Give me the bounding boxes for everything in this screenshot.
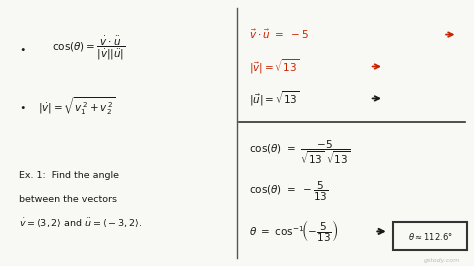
FancyBboxPatch shape <box>393 222 467 250</box>
Text: $\theta\ =\ \mathrm{cos}^{-1}\!\left(-\dfrac{5}{13}\right)$: $\theta\ =\ \mathrm{cos}^{-1}\!\left(-\d… <box>249 218 338 244</box>
Text: $\dot{v} = \langle 3,2 \rangle$ and $\ddot{u} = \langle -3,2 \rangle.$: $\dot{v} = \langle 3,2 \rangle$ and $\dd… <box>19 217 142 230</box>
Text: gstody.com: gstody.com <box>424 258 460 263</box>
Text: $\mathrm{cos}(\theta)\ =\ -\dfrac{5}{13}$: $\mathrm{cos}(\theta)\ =\ -\dfrac{5}{13}… <box>249 180 328 203</box>
Text: $\cos(\theta) = \dfrac{\dot{v} \cdot \ddot{u}}{|\dot{v}||\ddot{u}|}$: $\cos(\theta) = \dfrac{\dot{v} \cdot \dd… <box>52 34 126 62</box>
Text: $\bullet$: $\bullet$ <box>19 43 26 53</box>
Text: $\mathrm{cos}(\theta)\ =\ \dfrac{-5}{\sqrt{13}\ \sqrt{13}}$: $\mathrm{cos}(\theta)\ =\ \dfrac{-5}{\sq… <box>249 138 350 166</box>
Text: $\theta \approx 112.6°$: $\theta \approx 112.6°$ <box>408 231 453 242</box>
Text: $|\vec{u}| = \sqrt{13}$: $|\vec{u}| = \sqrt{13}$ <box>249 89 300 108</box>
Text: $\bullet$: $\bullet$ <box>19 101 26 111</box>
Text: $|\vec{v}| = \sqrt{13}$: $|\vec{v}| = \sqrt{13}$ <box>249 57 299 76</box>
Text: $\vec{v} \cdot \vec{u}\ =\ -5$: $\vec{v} \cdot \vec{u}\ =\ -5$ <box>249 28 309 41</box>
Text: between the vectors: between the vectors <box>19 195 117 204</box>
Text: $|\dot{v}| = \sqrt{v_1^{\,2} + v_2^{\,2}}$: $|\dot{v}| = \sqrt{v_1^{\,2} + v_2^{\,2}… <box>38 96 116 117</box>
Text: Ex. 1:  Find the angle: Ex. 1: Find the angle <box>19 171 119 180</box>
